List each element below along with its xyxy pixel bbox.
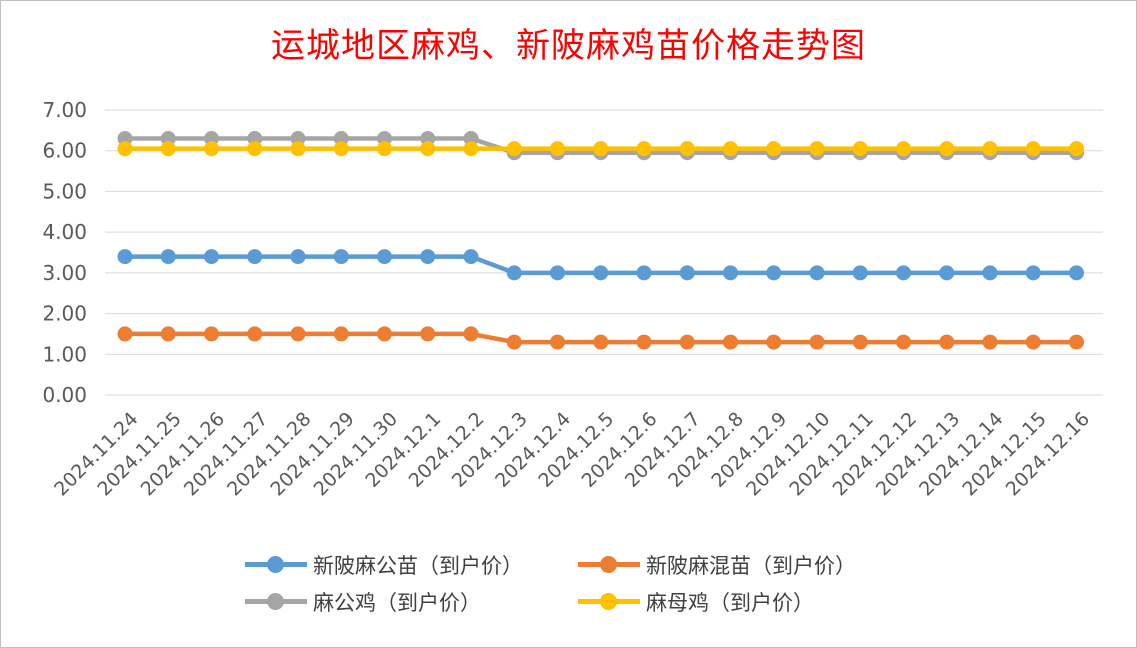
data-point-s1-14 — [723, 265, 738, 281]
y-tick-label-0: 0.00 — [42, 383, 87, 407]
data-point-s1-16 — [809, 265, 825, 281]
data-point-s4-13 — [679, 141, 695, 157]
legend-swatch-series-2 — [578, 550, 640, 580]
legend-label-series-2: 新陂麻混苗（到户价） — [646, 554, 856, 578]
data-point-s2-2 — [204, 326, 219, 342]
legend-swatch-series-3 — [245, 587, 307, 617]
data-point-s2-15 — [766, 334, 782, 350]
data-point-s1-20 — [982, 265, 998, 281]
y-tick-label-5: 5.00 — [42, 179, 87, 203]
data-point-s1-21 — [1025, 265, 1041, 281]
legend-label-series-4: 麻母鸡（到户价） — [646, 591, 814, 615]
data-point-s4-5 — [333, 141, 349, 157]
legend-swatch-series-4 — [578, 587, 640, 617]
data-point-s2-10 — [550, 334, 565, 350]
data-point-s4-20 — [982, 141, 998, 157]
data-point-s4-7 — [420, 141, 436, 157]
data-point-s4-8 — [463, 141, 479, 157]
y-tick-label-4: 4.00 — [42, 220, 87, 244]
data-point-s4-2 — [204, 141, 219, 157]
data-point-s2-22 — [1069, 334, 1084, 350]
data-point-s2-1 — [160, 326, 176, 342]
data-point-s4-0 — [117, 141, 133, 157]
y-tick-label-2: 2.00 — [42, 302, 87, 326]
data-point-s4-6 — [377, 141, 392, 157]
data-point-s4-11 — [593, 141, 609, 157]
chart-title: 运城地区麻鸡、新陂麻鸡苗价格走势图 — [271, 26, 866, 66]
data-point-s1-10 — [550, 265, 565, 281]
data-point-s2-14 — [723, 334, 738, 350]
data-point-s1-0 — [117, 249, 133, 265]
legend-item-series-4: 麻母鸡（到户价） — [578, 587, 814, 617]
data-point-s1-19 — [939, 265, 955, 281]
data-point-s1-8 — [463, 249, 479, 265]
data-point-s4-15 — [766, 141, 782, 157]
data-point-s1-12 — [636, 265, 652, 281]
legend-label-series-1: 新陂麻公苗（到户价） — [313, 554, 523, 578]
legend-label-series-3: 麻公鸡（到户价） — [313, 591, 481, 615]
legend-swatch-series-1 — [245, 550, 307, 580]
y-tick-label-3: 3.00 — [42, 261, 87, 285]
data-point-s4-3 — [247, 141, 263, 157]
data-point-s1-22 — [1069, 265, 1084, 281]
data-point-s4-4 — [290, 141, 306, 157]
data-point-s1-4 — [290, 249, 306, 265]
data-point-s1-2 — [204, 249, 219, 265]
data-point-s2-0 — [117, 326, 133, 342]
legend-item-series-1: 新陂麻公苗（到户价） — [245, 550, 523, 580]
data-point-s1-5 — [333, 249, 349, 265]
data-point-s4-16 — [809, 141, 825, 157]
data-point-s2-11 — [593, 334, 609, 350]
data-point-s1-15 — [766, 265, 782, 281]
data-point-s1-13 — [679, 265, 695, 281]
data-point-s4-18 — [896, 141, 911, 157]
data-point-s2-8 — [463, 326, 479, 342]
data-point-s1-18 — [896, 265, 911, 281]
data-point-s2-3 — [247, 326, 263, 342]
data-point-s2-13 — [679, 334, 695, 350]
data-point-s4-10 — [550, 141, 565, 157]
data-point-s2-16 — [809, 334, 825, 350]
data-point-s2-21 — [1025, 334, 1041, 350]
chart-legend: 新陂麻公苗（到户价） 新陂麻混苗（到户价） 麻公鸡（到户价） 麻母鸡（到户价） — [245, 548, 965, 622]
data-point-s1-1 — [160, 249, 176, 265]
data-point-s4-9 — [506, 141, 522, 157]
y-tick-label-1: 1.00 — [42, 342, 87, 366]
y-tick-label-6: 6.00 — [42, 139, 87, 163]
data-point-s1-11 — [593, 265, 609, 281]
data-point-s4-21 — [1025, 141, 1041, 157]
y-tick-label-7: 7.00 — [42, 98, 87, 122]
data-point-s2-18 — [896, 334, 911, 350]
data-point-s2-6 — [377, 326, 392, 342]
data-point-s4-17 — [852, 141, 868, 157]
data-point-s2-5 — [333, 326, 349, 342]
data-point-s2-17 — [852, 334, 868, 350]
data-point-s1-6 — [377, 249, 392, 265]
data-point-s2-9 — [506, 334, 522, 350]
data-point-s2-19 — [939, 334, 955, 350]
data-point-s2-12 — [636, 334, 652, 350]
data-point-s2-7 — [420, 326, 436, 342]
data-point-s2-4 — [290, 326, 306, 342]
data-point-s1-9 — [506, 265, 522, 281]
data-point-s4-19 — [939, 141, 955, 157]
data-point-s4-14 — [723, 141, 738, 157]
legend-item-series-2: 新陂麻混苗（到户价） — [578, 550, 856, 580]
data-point-s4-1 — [160, 141, 176, 157]
data-point-s1-7 — [420, 249, 436, 265]
data-point-s2-20 — [982, 334, 998, 350]
legend-item-series-3: 麻公鸡（到户价） — [245, 587, 481, 617]
data-point-s4-12 — [636, 141, 652, 157]
data-point-s4-22 — [1069, 141, 1084, 157]
data-point-s1-3 — [247, 249, 263, 265]
data-point-s1-17 — [852, 265, 868, 281]
